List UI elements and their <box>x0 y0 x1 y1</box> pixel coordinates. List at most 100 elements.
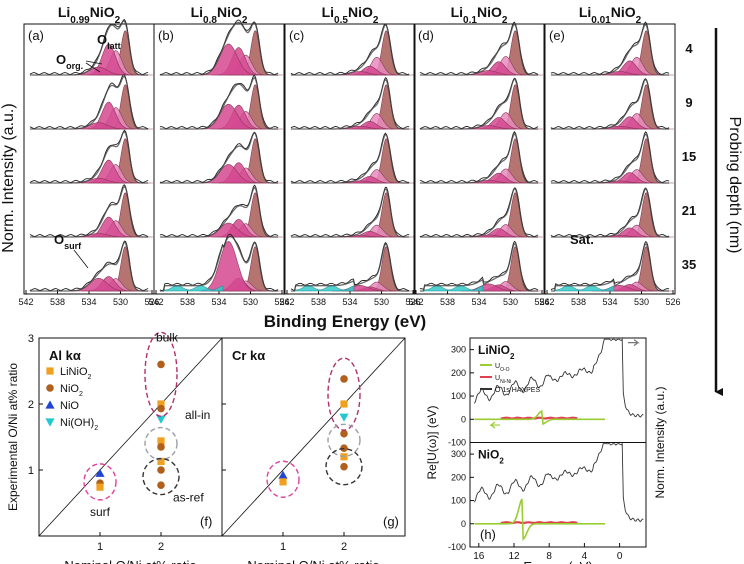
x-tick-label: 1 <box>97 541 103 553</box>
u-o-o-curve <box>474 409 606 426</box>
y-axis-label: Experimental O/Ni at% ratio <box>6 363 20 511</box>
fit-component-latt <box>358 138 414 184</box>
x-tick-label: 538 <box>180 297 195 307</box>
marker-triangle-up <box>278 470 288 479</box>
marker-square <box>157 457 165 466</box>
panel-composition-title: Li0.99NiO2 <box>58 4 121 26</box>
x-axis-label: Nominal O/Ni at% ratio <box>247 558 379 564</box>
x-tick-label: 534 <box>342 297 357 307</box>
fit-envelope <box>29 20 149 76</box>
x-tick-label: 12 <box>508 551 520 562</box>
panel-letter: (h) <box>480 527 496 542</box>
depth-label: 4 <box>685 41 693 56</box>
y-tick-label: 3 <box>28 333 34 345</box>
fit-envelope <box>550 243 670 292</box>
fit-envelope <box>159 21 279 76</box>
group-label-bulk: bulk <box>156 330 179 344</box>
x-tick-label: 534 <box>602 297 617 307</box>
x-tick-label: 538 <box>440 297 455 307</box>
fit-envelope <box>159 76 279 130</box>
xps-panel-frame <box>284 23 416 295</box>
x-tick-label: 526 <box>534 297 549 307</box>
fit-component-surf <box>200 241 257 292</box>
fit-envelope <box>159 131 279 184</box>
y-tick-label: 200 <box>451 472 466 482</box>
x-tick-label: 542 <box>408 297 423 307</box>
marker-square <box>46 367 54 375</box>
x-axis-label: Energy (eV) <box>523 559 592 564</box>
x-tick-label: 2 <box>158 541 164 553</box>
o-surf-label: Osurf <box>54 232 82 251</box>
marker-circle <box>157 443 165 451</box>
group-ellipse-surf <box>266 460 300 498</box>
x-tick-label: 534 <box>471 297 486 307</box>
group-ellipse-bulk <box>144 331 178 417</box>
marker-circle <box>157 360 165 369</box>
legend-entry: UO-O <box>495 363 510 373</box>
legend-entry: LiNiO2 <box>60 366 92 381</box>
group-ellipse-surf <box>83 463 117 501</box>
fit-envelope <box>419 187 539 238</box>
satellite-component <box>163 285 224 292</box>
fit-envelope <box>29 185 149 238</box>
x-tick-label: 4 <box>582 551 588 562</box>
x-axis-label: Nominal O/Ni at% ratio <box>64 558 196 564</box>
x-tick-label: 2 <box>341 541 347 553</box>
xps-panel-frame <box>544 23 676 295</box>
group-ellipse-as-ref <box>325 448 363 486</box>
depth-label: 9 <box>685 95 692 110</box>
y-tick-label: -100 <box>448 542 466 552</box>
x-tick-label: 526 <box>405 297 420 307</box>
fit-envelope <box>419 23 539 76</box>
depth-label: 35 <box>682 257 696 272</box>
y-tick-label: 1 <box>28 465 34 477</box>
xps-panel-2: (b) 542 538 534 530 526 <box>148 19 290 307</box>
fit-envelope <box>159 186 279 238</box>
scatter-panel-(g): 1 2 Cr kα Nominal O/Ni at% ratio (g) <box>221 337 406 564</box>
marker-square <box>157 400 165 408</box>
x-tick-label: 538 <box>571 297 586 307</box>
legend-entry: O 1s HAXPES <box>495 387 540 394</box>
group-ellipse-all-in <box>327 423 361 457</box>
fit-envelope <box>550 78 670 130</box>
panel-letter: (d) <box>418 28 434 43</box>
marker-triangle-up <box>45 400 55 409</box>
fit-envelope <box>419 133 539 184</box>
x-tick-label: 542 <box>18 297 33 307</box>
legend-entry: NiO2 <box>60 383 83 398</box>
marker-triangle-down <box>45 418 55 427</box>
marker-triangle-down <box>339 413 349 422</box>
panel-letter: (f) <box>200 514 212 529</box>
xps-x-axis-label: Binding Energy (eV) <box>264 312 426 331</box>
y-tick-label: 100 <box>451 496 466 506</box>
xps-y-axis-label: Norm. Intensity (a.u.) <box>0 103 17 252</box>
diagonal-line <box>38 337 223 537</box>
depth-label: 21 <box>682 203 696 218</box>
probing-depth-label: Probing depth (nm) <box>726 117 743 254</box>
x-tick-label: 530 <box>374 297 389 307</box>
xps-panel-frame <box>413 23 545 295</box>
marker-circle <box>340 429 348 438</box>
haxpes-spectrum <box>474 442 644 523</box>
satellite-component <box>294 285 355 292</box>
o-org-pointer <box>85 60 103 65</box>
x-tick-label: 530 <box>503 297 518 307</box>
fit-component-latt <box>358 192 414 238</box>
fit-envelope <box>29 241 149 292</box>
o-surf-pointer <box>73 249 89 269</box>
y-tick-label: 2 <box>28 399 34 411</box>
source-label: Al kα <box>49 348 81 363</box>
fit-envelope <box>419 78 539 130</box>
marker-triangle-down <box>156 415 166 424</box>
panel-letter: (b) <box>158 28 174 43</box>
panel-h-subpanel: 300 200 100 0 -100 LiNiO2 UO-O UNi-Ni O 1s HAXPE… <box>448 337 644 448</box>
scatter-frame <box>221 337 406 537</box>
panel-h-subpanel: 300 200 100 0 -100 NiO2 (h) <box>448 442 644 552</box>
x-tick-label: 16 <box>473 551 485 562</box>
fit-envelope <box>290 133 410 184</box>
y-tick-label: 200 <box>451 368 466 378</box>
x-tick-label: 542 <box>279 297 294 307</box>
x-tick-label: 8 <box>546 551 552 562</box>
fit-envelope <box>290 188 410 238</box>
